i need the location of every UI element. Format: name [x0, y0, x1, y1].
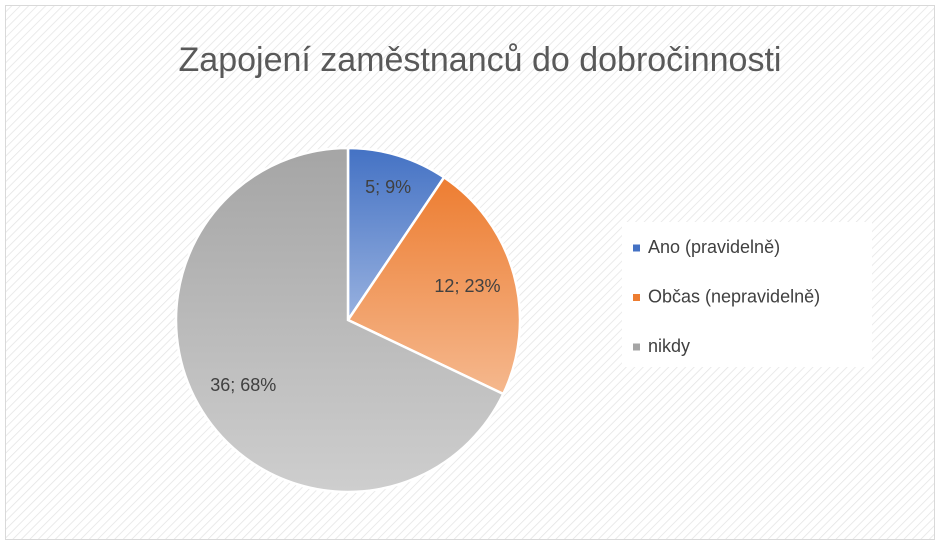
legend-label: Ano (pravidelně)	[648, 237, 780, 257]
legend-label: nikdy	[648, 336, 690, 356]
legend-label: Občas (nepravidelně)	[648, 286, 820, 306]
data-label: 12; 23%	[434, 276, 500, 296]
legend-background	[622, 222, 872, 367]
data-label: 5; 9%	[365, 177, 411, 197]
legend-marker	[633, 343, 640, 351]
pie-slice	[174, 146, 505, 494]
pie-slice	[346, 146, 446, 325]
data-label: 36; 68%	[210, 375, 276, 395]
legend-marker	[633, 244, 640, 252]
legend-marker	[633, 294, 640, 301]
chart-title: Zapojení zaměstnanců do dobročinnosti	[179, 41, 782, 79]
